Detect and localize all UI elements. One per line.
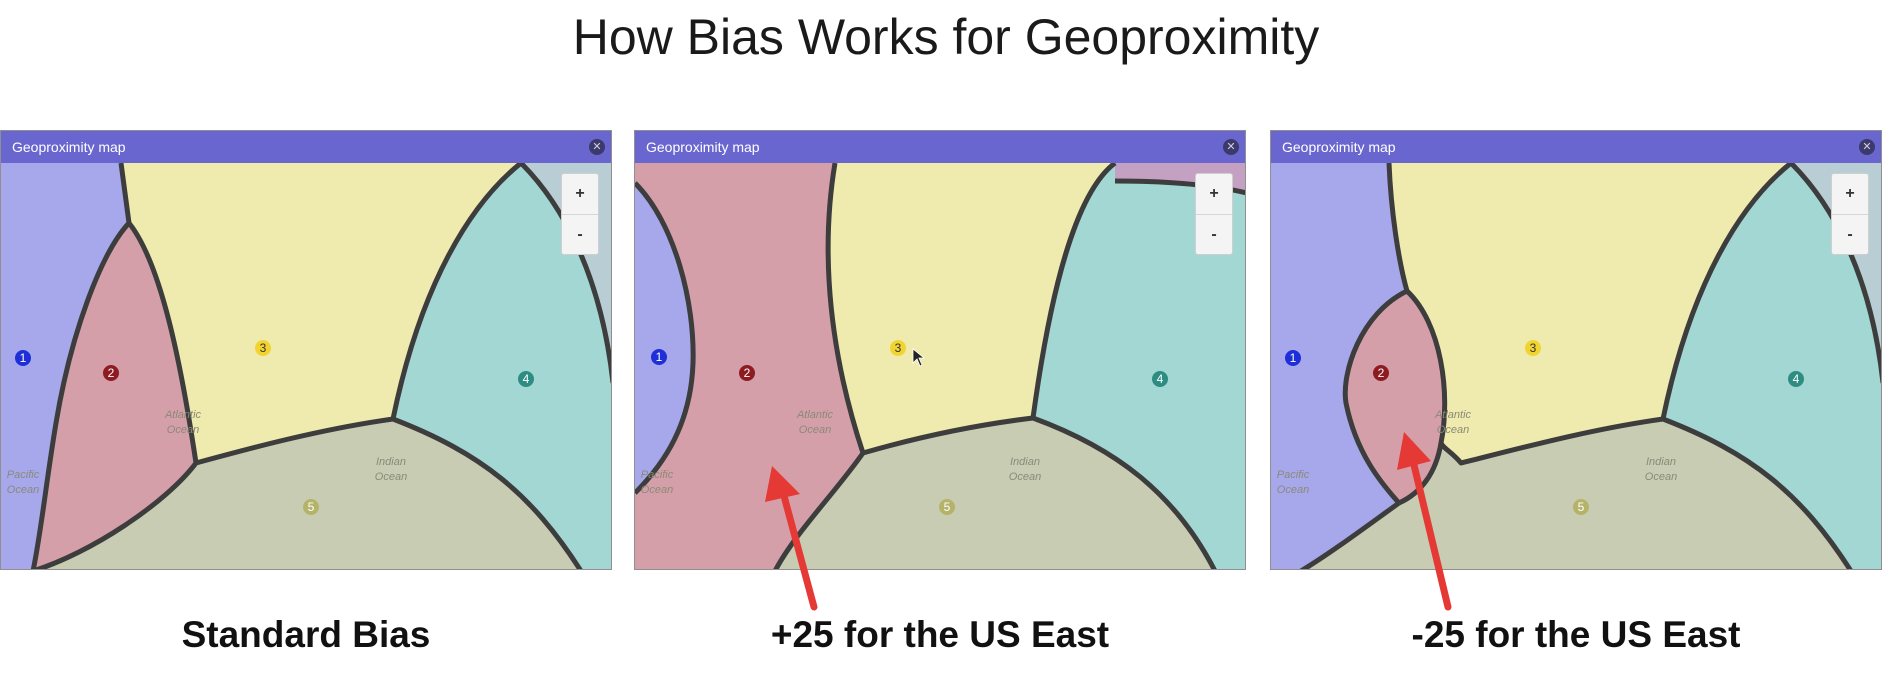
geoproximity-map-window[interactable]: Geoproximity map ✕ Atlantic Ocean Pacifi…	[634, 130, 1246, 570]
region-1-area	[635, 183, 694, 493]
ocean-label-atlantic-2: Ocean	[799, 424, 831, 436]
close-icon[interactable]: ✕	[1223, 139, 1239, 155]
zoom-in-button[interactable]: +	[1209, 185, 1219, 202]
svg-text:2: 2	[108, 366, 115, 380]
ocean-label-pacific: Pacific	[1277, 469, 1310, 481]
window-title: Geoproximity map	[1282, 139, 1396, 155]
svg-text:4: 4	[1793, 372, 1800, 386]
region-borders	[1299, 163, 1881, 569]
marker-4[interactable]: 4	[1152, 371, 1168, 387]
marker-1[interactable]: 1	[651, 349, 667, 365]
ocean-label-indian: Indian	[1010, 456, 1040, 468]
zoom-control: + -	[1195, 173, 1233, 255]
region-4-area	[1033, 163, 1245, 569]
ocean-label-indian-2: Ocean	[1645, 471, 1677, 483]
svg-text:1: 1	[1290, 351, 1297, 365]
svg-text:1: 1	[20, 351, 27, 365]
region-4-area	[393, 163, 611, 569]
ocean-label-atlantic-2: Ocean	[167, 424, 199, 436]
marker-5[interactable]: 5	[939, 499, 955, 515]
marker-2[interactable]: 2	[103, 365, 119, 381]
zoom-in-button[interactable]: +	[1845, 185, 1855, 202]
window-titlebar[interactable]: Geoproximity map ✕	[635, 131, 1245, 163]
region-5-area	[776, 418, 1214, 569]
svg-text:3: 3	[260, 341, 267, 355]
region-2-area	[33, 223, 196, 569]
zoom-in-button[interactable]: +	[575, 185, 585, 202]
marker-5[interactable]: 5	[303, 499, 319, 515]
svg-text:3: 3	[1530, 341, 1537, 355]
svg-text:2: 2	[744, 366, 751, 380]
ocean-label-pacific-2: Ocean	[1277, 484, 1309, 496]
region-map[interactable]: Atlantic Ocean Pacific Ocean Indian Ocea…	[635, 163, 1246, 570]
zoom-out-button[interactable]: -	[1196, 214, 1232, 255]
ocean-label-atlantic: Atlantic	[796, 409, 834, 421]
region-borders	[30, 163, 611, 569]
zoom-out-button[interactable]: -	[1832, 214, 1868, 255]
ocean-label-atlantic: Atlantic	[1434, 409, 1472, 421]
mouse-cursor-icon	[912, 348, 926, 367]
caption-plus-25-bias: +25 for the US East	[770, 614, 1110, 655]
ocean-label-pacific: Pacific	[641, 469, 674, 481]
svg-text:5: 5	[1578, 500, 1585, 514]
close-icon[interactable]: ✕	[1859, 139, 1875, 155]
marker-4[interactable]: 4	[1788, 371, 1804, 387]
svg-text:3: 3	[895, 341, 902, 355]
marker-3[interactable]: 3	[255, 340, 271, 356]
zoom-control: + -	[561, 173, 599, 255]
svg-text:1: 1	[656, 350, 663, 364]
ocean-label-pacific-2: Ocean	[7, 484, 39, 496]
marker-2[interactable]: 2	[1373, 365, 1389, 381]
region-3-area	[828, 163, 1115, 453]
region-3-area	[1389, 163, 1791, 463]
ocean-label-indian-2: Ocean	[375, 471, 407, 483]
svg-text:4: 4	[523, 372, 530, 386]
ocean-label-indian-2: Ocean	[1009, 471, 1041, 483]
region-map[interactable]: Atlantic Ocean Pacific Ocean Indian Ocea…	[1271, 163, 1882, 570]
ocean-label-pacific-2: Ocean	[641, 484, 673, 496]
ocean-label-atlantic: Atlantic	[164, 409, 202, 421]
region-3-area	[121, 163, 521, 463]
zoom-control: + -	[1831, 173, 1869, 255]
ocean-label-indian: Indian	[376, 456, 406, 468]
svg-text:5: 5	[944, 500, 951, 514]
svg-text:5: 5	[308, 500, 315, 514]
region-map[interactable]: Atlantic Ocean Pacific Ocean Indian Ocea…	[1, 163, 612, 570]
svg-text:4: 4	[1157, 372, 1164, 386]
region-4-area	[1663, 163, 1881, 569]
marker-1[interactable]: 1	[1285, 350, 1301, 366]
svg-text:2: 2	[1378, 366, 1385, 380]
window-title: Geoproximity map	[12, 139, 126, 155]
marker-4[interactable]: 4	[518, 371, 534, 387]
marker-3[interactable]: 3	[1525, 340, 1541, 356]
marker-2[interactable]: 2	[739, 365, 755, 381]
caption-minus-25-bias: -25 for the US East	[1411, 614, 1741, 655]
marker-3[interactable]: 3	[890, 340, 906, 356]
window-titlebar[interactable]: Geoproximity map ✕	[1271, 131, 1881, 163]
region-1-area	[1271, 163, 1407, 569]
geoproximity-map-window[interactable]: Geoproximity map ✕ Atlantic Ocean Pacifi…	[0, 130, 612, 570]
window-titlebar[interactable]: Geoproximity map ✕	[1, 131, 611, 163]
ocean-label-indian: Indian	[1646, 456, 1676, 468]
ocean-label-pacific: Pacific	[7, 469, 40, 481]
region-1-area	[1, 163, 129, 569]
close-icon[interactable]: ✕	[589, 139, 605, 155]
marker-5[interactable]: 5	[1573, 499, 1589, 515]
page-title: How Bias Works for Geoproximity	[572, 9, 1320, 65]
marker-1[interactable]: 1	[15, 350, 31, 366]
region-5-area	[38, 419, 580, 569]
caption-standard-bias: Standard Bias	[181, 614, 431, 655]
ocean-label-atlantic-2: Ocean	[1437, 424, 1469, 436]
window-title: Geoproximity map	[646, 139, 760, 155]
geoproximity-map-window[interactable]: Geoproximity map ✕ Atlantic Ocean Pacifi…	[1270, 130, 1882, 570]
zoom-out-button[interactable]: -	[562, 214, 598, 255]
